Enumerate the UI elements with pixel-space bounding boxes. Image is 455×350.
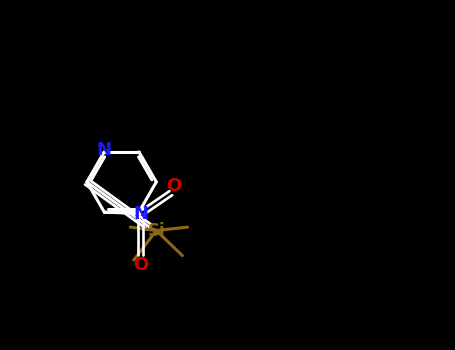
Text: O: O <box>166 177 181 195</box>
Text: N: N <box>133 205 148 223</box>
Text: Si: Si <box>147 222 165 239</box>
Text: O: O <box>133 256 148 274</box>
Text: N: N <box>97 141 112 159</box>
